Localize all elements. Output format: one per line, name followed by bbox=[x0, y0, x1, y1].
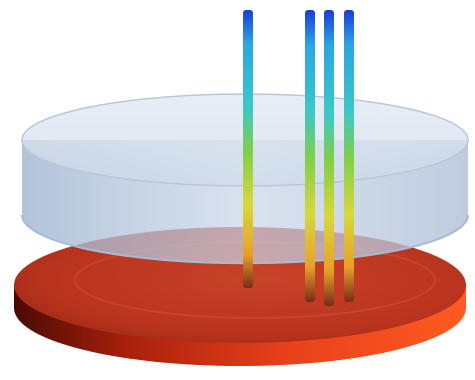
page bbox=[0, 0, 475, 380]
needle bbox=[243, 10, 253, 288]
scene bbox=[0, 0, 475, 380]
needle bbox=[324, 10, 334, 306]
needle bbox=[305, 10, 315, 302]
needle bbox=[344, 10, 354, 302]
